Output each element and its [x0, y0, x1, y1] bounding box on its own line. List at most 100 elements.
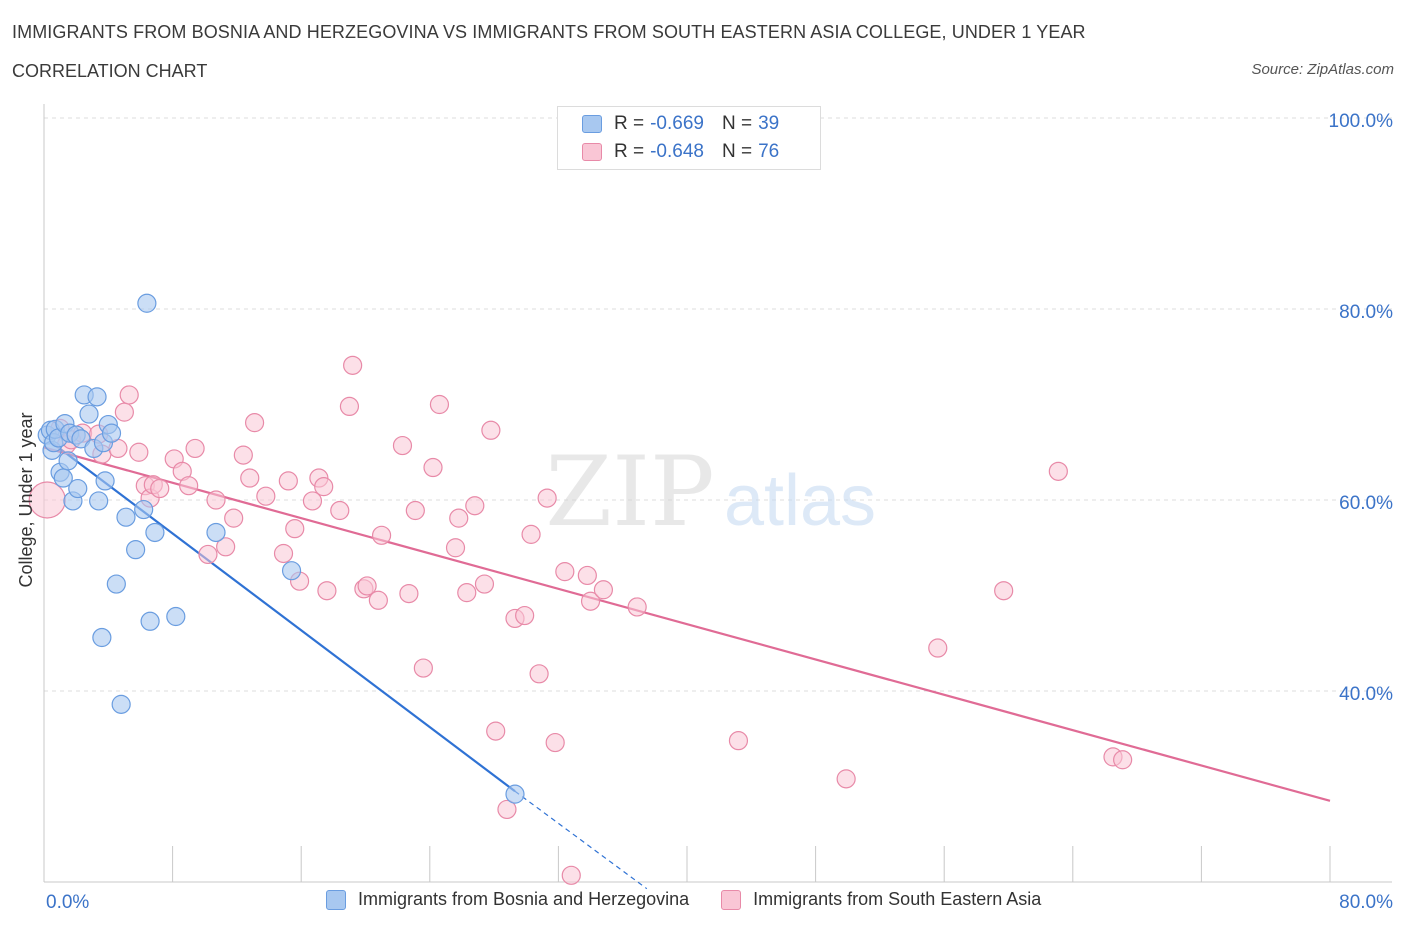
data-point-se-asia — [224, 508, 244, 528]
data-point-bosnia — [92, 627, 112, 648]
data-point-bosnia — [281, 561, 302, 581]
data-point-se-asia — [343, 355, 363, 375]
data-point-se-asia — [244, 413, 265, 433]
r-label: R = — [614, 113, 645, 134]
trend-line-bosnia — [51, 441, 516, 793]
legend-label-se-asia: Immigrants from South Eastern Asia — [753, 889, 1042, 909]
legend-swatch-pink — [582, 143, 602, 161]
data-point-se-asia — [198, 544, 218, 565]
data-point-se-asia — [994, 581, 1014, 601]
data-point-se-asia — [728, 731, 749, 751]
data-point-se-asia — [580, 591, 601, 611]
data-point-se-asia — [555, 562, 575, 582]
r-value: -0.648 — [650, 141, 704, 162]
series-bosnia-herzegovina — [37, 293, 525, 804]
r-label: R = — [614, 141, 645, 162]
watermark: ZIP atlas — [545, 436, 876, 548]
data-point-se-asia — [185, 438, 205, 459]
data-point-se-asia — [392, 435, 413, 456]
data-point-se-asia — [449, 508, 469, 528]
tick-labels: 40.0% 60.0% 80.0% 100.0% 0.0% 80.0% — [46, 111, 1393, 913]
chart-subtitle: CORRELATION CHART — [12, 61, 208, 81]
stats-legend-row-blue: R = -0.669 N = 39 — [582, 111, 779, 137]
series-south-eastern-asia — [28, 355, 1133, 885]
data-point-se-asia — [413, 658, 433, 678]
y-tick-label: 80.0% — [1339, 302, 1393, 323]
data-point-se-asia — [593, 580, 614, 600]
y-tick-label: 100.0% — [1329, 111, 1394, 132]
data-point-se-asia — [302, 491, 323, 511]
n-value: 39 — [758, 113, 780, 134]
data-point-bosnia — [89, 491, 109, 511]
data-point-bosnia — [95, 471, 115, 491]
data-point-se-asia — [233, 445, 253, 465]
data-point-se-asia — [474, 574, 495, 594]
trend-lines — [43, 441, 1331, 890]
data-point-bosnia — [106, 574, 126, 594]
y-axis-label: College, Under 1 year — [16, 412, 36, 587]
stats-legend: R = -0.669 N = 39 R = -0.648 N = 76 — [557, 106, 821, 170]
data-point-se-asia — [256, 486, 276, 506]
data-point-bosnia — [145, 522, 165, 543]
legend-swatch-blue — [582, 115, 602, 133]
trend-line-bosnia-extension — [514, 790, 648, 890]
source-credit: Source: ZipAtlas.com — [1251, 61, 1394, 78]
data-point-se-asia — [339, 396, 360, 417]
data-point-bosnia — [206, 522, 226, 543]
legend-swatch-pink — [721, 889, 742, 910]
data-point-se-asia — [627, 597, 647, 617]
data-point-se-asia — [273, 543, 294, 564]
data-point-se-asia — [529, 664, 549, 684]
data-point-se-asia — [577, 565, 597, 586]
data-point-bosnia — [116, 507, 136, 527]
data-point-se-asia — [179, 476, 199, 496]
data-point-bosnia — [126, 540, 146, 560]
data-point-se-asia — [371, 525, 392, 545]
data-point-se-asia — [216, 537, 236, 557]
data-point-se-asia — [429, 394, 450, 415]
data-point-bosnia — [111, 694, 131, 714]
data-point-se-asia — [119, 385, 139, 405]
grid-lines — [44, 117, 1392, 692]
n-label: N = — [721, 141, 753, 162]
watermark-zip: ZIP — [545, 436, 714, 548]
data-point-se-asia — [445, 538, 466, 558]
data-point-se-asia — [515, 605, 535, 626]
data-point-bosnia — [79, 404, 99, 424]
data-point-se-asia — [423, 457, 443, 478]
data-point-bosnia — [166, 606, 186, 627]
legend-label-bosnia: Immigrants from Bosnia and Herzegovina — [358, 889, 690, 909]
x-tick-label: 0.0% — [46, 892, 89, 913]
data-point-se-asia — [928, 638, 948, 658]
data-point-se-asia — [521, 524, 541, 544]
data-point-bosnia — [68, 478, 88, 499]
data-point-se-asia — [486, 721, 506, 741]
y-tick-label: 40.0% — [1339, 684, 1393, 705]
data-point-bosnia — [58, 451, 78, 471]
axes — [43, 104, 1392, 883]
data-point-se-asia — [278, 471, 298, 491]
data-point-se-asia — [150, 478, 170, 499]
data-point-se-asia — [314, 477, 334, 497]
data-point-bosnia — [505, 784, 525, 804]
data-point-se-asia — [1048, 461, 1068, 481]
data-point-bosnia — [87, 387, 107, 407]
data-point-se-asia — [330, 500, 350, 521]
legend-item-se-asia[interactable]: Immigrants from South Eastern Asia — [721, 889, 1041, 910]
watermark-atlas: atlas — [724, 461, 876, 541]
data-point-se-asia — [497, 799, 517, 820]
data-point-se-asia — [561, 865, 581, 885]
legend-item-bosnia[interactable]: Immigrants from Bosnia and Herzegovina — [326, 889, 689, 910]
data-point-se-asia — [545, 732, 565, 753]
data-point-bosnia — [140, 611, 160, 631]
data-point-se-asia — [317, 581, 337, 601]
data-point-bosnia — [71, 429, 91, 449]
data-point-se-asia — [405, 500, 425, 521]
n-label: N = — [721, 113, 753, 134]
data-point-se-asia — [465, 496, 485, 516]
data-point-bosnia — [101, 423, 122, 443]
data-point-se-asia — [129, 442, 149, 462]
data-point-se-asia — [399, 583, 419, 604]
data-point-se-asia — [285, 519, 305, 539]
